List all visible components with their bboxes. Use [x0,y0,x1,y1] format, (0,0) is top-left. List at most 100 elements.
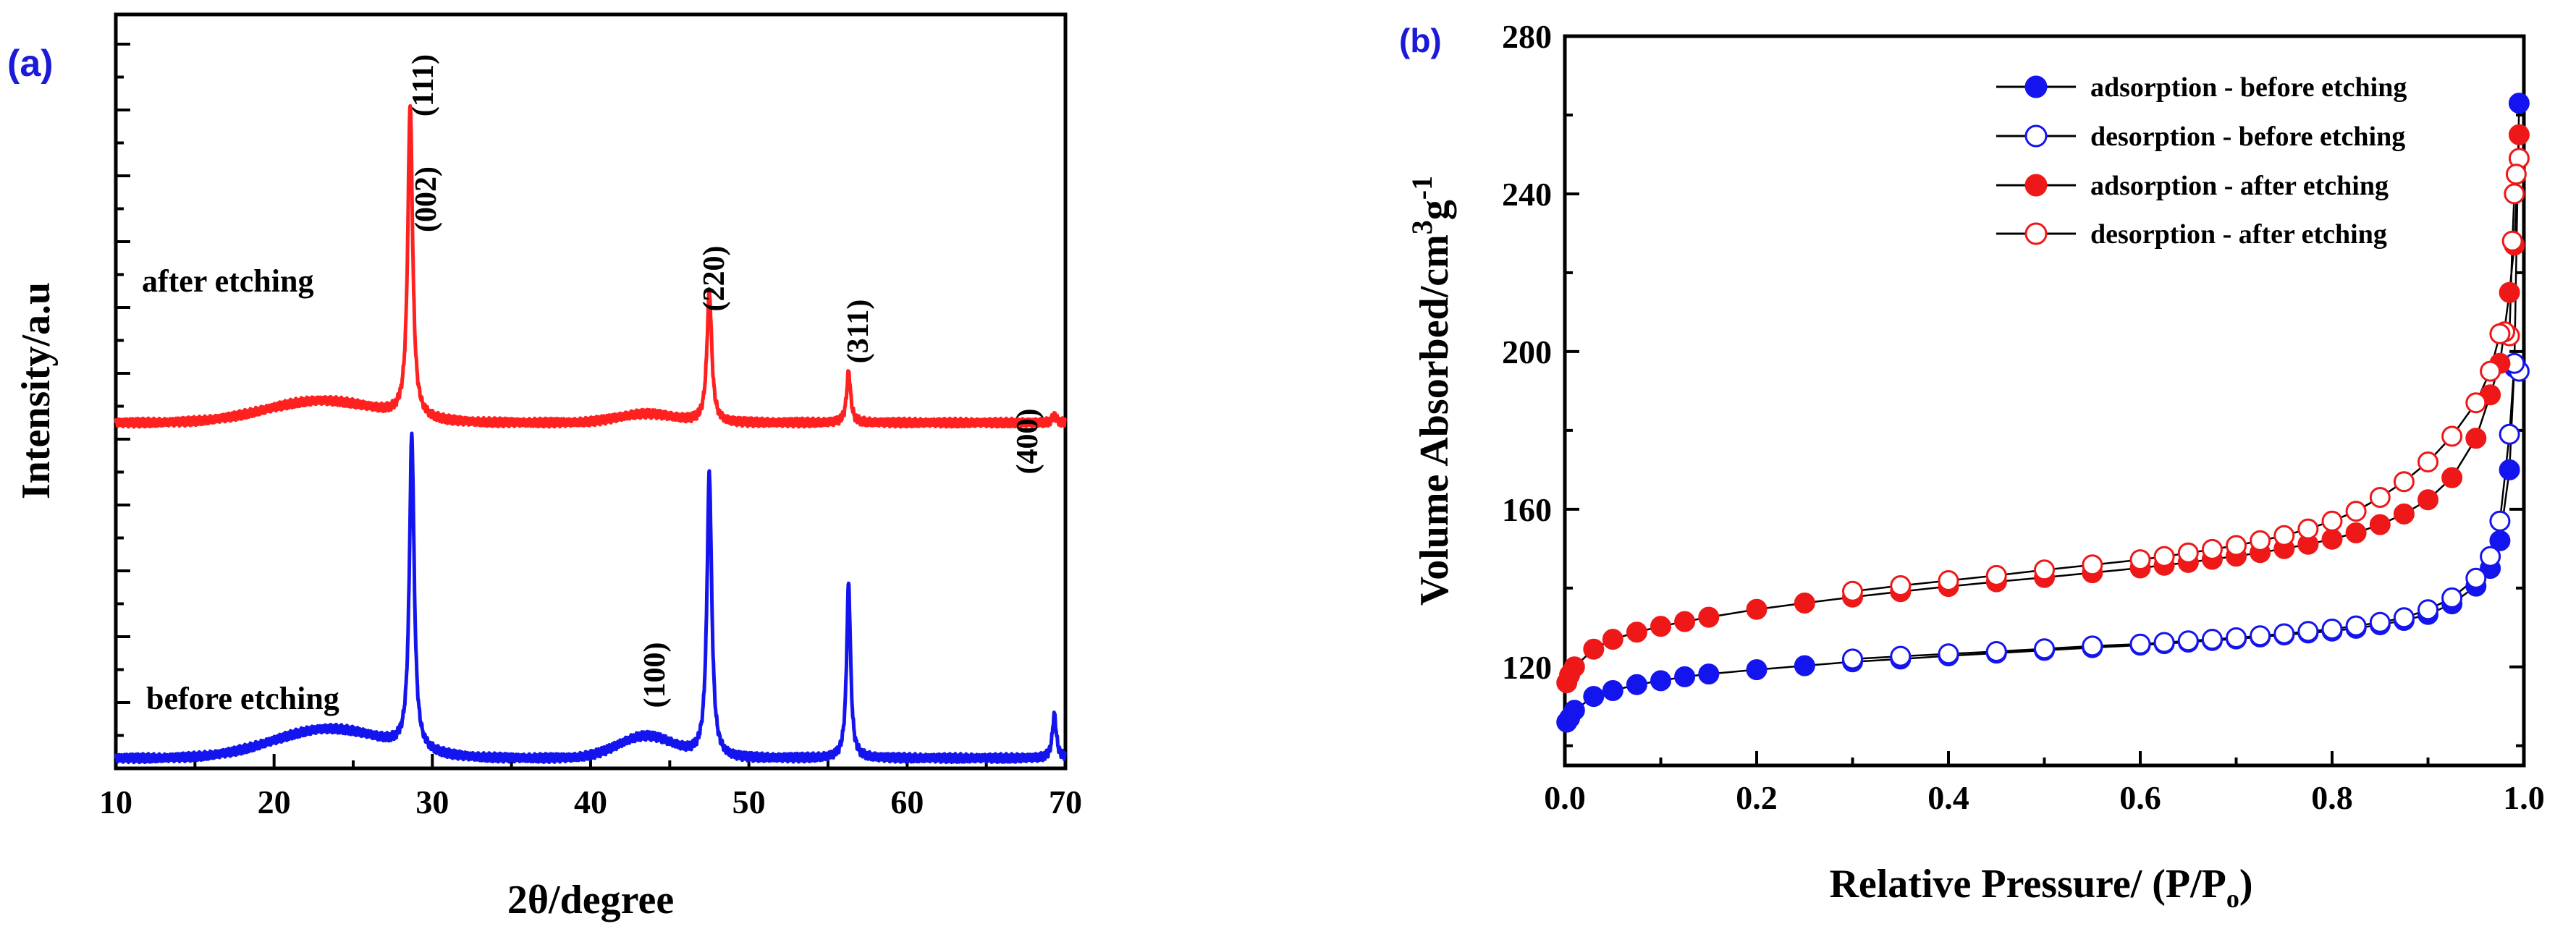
legend-label-ads-before: adsorption - before etching [2090,72,2407,103]
isotherm-point [2489,510,2511,532]
isotherm-point [2501,230,2523,252]
xrd-panel: (a) 10 20 30 40 50 60 70 after etching before … [7,12,1082,922]
isotherm-point [1563,656,1585,678]
peak-label-100: (100) [638,642,672,708]
legend-marker-des-before [2024,124,2048,148]
isotherm-point [1698,663,1720,685]
isotherm-x-tick-label: 0.4 [1927,779,1969,816]
isotherm-point [2499,281,2520,303]
isotherm-point [2345,615,2367,637]
isotherm-point [2273,623,2295,645]
isotherm-point [2499,459,2520,480]
xrd-x-ticks: 10 20 30 40 50 60 70 [99,754,1082,820]
isotherm-point [2345,501,2367,522]
isotherm-point [2369,514,2391,535]
isotherm-series [1556,93,2530,733]
isotherm-point [2504,183,2525,205]
isotherm-point [2321,528,2343,550]
legend-label-ads-after: adsorption - after etching [2090,171,2389,201]
isotherm-y-tick-label: 280 [1502,18,1552,55]
legend-marker-ads-after [2024,174,2048,197]
peak-label-002: (002) [410,166,443,232]
isotherm-y-tick-label: 120 [1502,649,1552,686]
curve-label-before-etching: before etching [146,681,339,716]
isotherm-point [2441,587,2463,608]
isotherm-point [1674,611,1696,632]
isotherm-y-tick-label: 200 [1502,334,1552,370]
isotherm-point [2465,428,2487,449]
isotherm-y-axis-title: Volume Absorbed/cm3g-1 [1406,176,1457,606]
isotherm-point [2480,360,2501,382]
isotherm-x-tick-label: 1.0 [2503,779,2545,816]
peak-label-400: (400) [1011,409,1044,475]
isotherm-point [1938,643,1959,665]
peak-label-111: (111) [407,54,440,116]
isotherm-point [2321,510,2343,532]
isotherm-point [2153,546,2175,567]
isotherm-point [2417,599,2438,621]
isotherm-point [1583,686,1605,708]
isotherm-point [2369,611,2391,633]
isotherm-point [2499,423,2520,445]
curve-label-after-etching: after etching [142,263,313,299]
isotherm-point [1602,680,1623,701]
peak-label-220: (220) [698,246,731,312]
isotherm-x-tick-label: 0.2 [1736,779,1778,816]
isotherm-point [2226,627,2247,648]
legend-label-des-before: desorption - before etching [2090,122,2405,152]
isotherm-point [2417,451,2438,472]
isotherm-series-line [1566,135,2520,684]
isotherm-point [2393,471,2415,493]
isotherm-point [1985,641,2007,662]
panel-a-label: (a) [7,43,54,85]
isotherm-x-axis-title: Relative Pressure/ (P/Po) [1829,862,2252,913]
isotherm-point [2273,525,2295,546]
isotherm-point [2480,546,2501,567]
isotherm-point [2226,535,2247,556]
xrd-curve-after-etching [114,103,1067,429]
isotherm-point [2034,559,2055,581]
isotherm-point [2250,625,2271,647]
isotherm-point [2321,619,2343,640]
isotherm-point [1583,638,1605,660]
isotherm-x-ticks: 0.0 0.2 0.4 0.6 0.8 1.0 [1544,751,2545,816]
xrd-plot-frame [114,12,1068,771]
legend-marker-des-after [2024,222,2048,245]
legend-label-des-after: desorption - after etching [2090,219,2387,250]
isotherm-point [1698,606,1720,628]
isotherm-point [1794,593,1815,614]
xrd-x-axis-title: 2θ/degree [507,878,674,922]
isotherm-point [1842,580,1863,602]
panel-b-label: (b) [1399,22,1442,59]
isotherm-point [2393,607,2415,629]
isotherm-point [2177,542,2199,564]
isotherm-point [1842,648,1863,670]
isotherm-x-tick-label: 0.8 [2311,779,2353,816]
isotherm-y-tick-label: 160 [1502,491,1552,528]
isotherm-point [1746,598,1768,620]
isotherm-point [1890,645,1912,667]
isotherm-point [2345,522,2367,543]
xrd-x-tick-label: 50 [732,784,766,820]
xrd-x-tick-label: 40 [574,784,607,820]
isotherm-point [2508,93,2530,114]
isotherm-point [2489,323,2511,344]
isotherm-point [1746,659,1768,681]
isotherm-point [1985,564,2007,586]
isotherm-point [2201,538,2223,560]
isotherm-point [1626,674,1647,695]
isotherm-point [2177,630,2199,652]
isotherm-point [2250,530,2271,551]
isotherm-point [2508,124,2530,145]
isotherm-point [2369,487,2391,508]
isotherm-point [1650,616,1671,637]
isotherm-point [2465,392,2487,414]
xrd-x-tick-label: 60 [890,784,924,820]
isotherm-point [2465,567,2487,589]
xrd-x-tick-label: 30 [415,784,449,820]
isotherm-point [2417,489,2438,511]
isotherm-point [1674,666,1696,687]
isotherm-point [2441,425,2463,447]
xrd-x-tick-label: 10 [99,784,132,820]
